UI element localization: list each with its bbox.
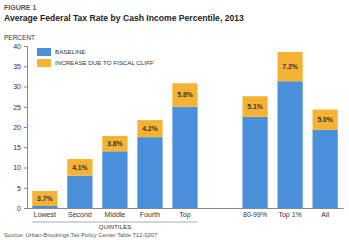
y-tick-mark bbox=[24, 147, 27, 148]
x-tick: All bbox=[321, 208, 329, 218]
legend-label: INCREASE DUE TO FISCAL CLIFF bbox=[55, 59, 154, 66]
x-tick: Top 1% bbox=[278, 208, 301, 219]
y-tick-mark bbox=[24, 46, 27, 47]
bar-segment bbox=[32, 191, 57, 206]
x-tick-label: Lowest bbox=[34, 211, 56, 218]
x-tick: Top bbox=[179, 208, 190, 219]
x-tick: Second bbox=[68, 208, 92, 218]
bar-segment bbox=[242, 96, 267, 117]
y-tick: 20 bbox=[13, 124, 27, 131]
y-tick-label: 15 bbox=[13, 144, 21, 151]
x-tick: 80-99% bbox=[243, 208, 267, 218]
legend-label: BASELINE bbox=[55, 48, 85, 55]
y-tick-mark bbox=[24, 168, 27, 169]
y-tick: 15 bbox=[13, 144, 27, 151]
data-label: 5.0% bbox=[317, 116, 333, 123]
legend-swatch bbox=[37, 59, 51, 67]
annotations: QUINTILES Source: Urban-Brookings Tax Pol… bbox=[4, 222, 198, 238]
y-tick: 35 bbox=[13, 63, 27, 70]
bar-segment bbox=[172, 83, 197, 106]
y-tick: 25 bbox=[13, 103, 27, 110]
bar-segment bbox=[102, 136, 127, 151]
bar-segment bbox=[277, 52, 302, 81]
bar-segment bbox=[277, 81, 302, 208]
legend-item: BASELINE bbox=[37, 48, 85, 56]
bar-segment bbox=[137, 120, 162, 137]
x-tick: Fourth bbox=[140, 208, 160, 218]
y-tick-label: 5 bbox=[17, 184, 21, 191]
y-tick-mark bbox=[24, 87, 27, 88]
y-tick: 30 bbox=[13, 83, 27, 90]
x-axis-line bbox=[28, 208, 344, 209]
x-tick-label: Middle bbox=[105, 211, 126, 218]
chart: FIGURE 1 Average Federal Tax Rate by Cash… bbox=[0, 0, 349, 240]
y-tick-label: 40 bbox=[13, 43, 21, 50]
data-label: 4.1% bbox=[72, 164, 88, 171]
y-tick-mark bbox=[24, 66, 27, 67]
bar-segment bbox=[32, 206, 57, 208]
data-label: 3.7% bbox=[37, 195, 53, 202]
y-tick: 10 bbox=[13, 164, 27, 171]
bar-segment bbox=[313, 130, 338, 208]
bars bbox=[32, 52, 337, 208]
y-tick: 5 bbox=[17, 184, 27, 191]
data-label: 5.8% bbox=[177, 91, 193, 98]
y-tick-mark bbox=[24, 107, 27, 108]
data-label: 7.2% bbox=[282, 63, 298, 70]
bar-segment bbox=[242, 117, 267, 208]
legend-item: INCREASE DUE TO FISCAL CLIFF bbox=[37, 59, 154, 67]
y-tick-label: 30 bbox=[13, 83, 21, 90]
y-tick-mark bbox=[24, 188, 27, 189]
x-tick-label: Top bbox=[179, 211, 190, 219]
x-tick-label: Fourth bbox=[140, 211, 160, 218]
source: Source: Urban-Brookings Tax Policy Cente… bbox=[4, 232, 157, 238]
bar-segment bbox=[67, 176, 92, 208]
y-tick-mark bbox=[24, 127, 27, 128]
y-axis-title: PERCENT bbox=[4, 34, 35, 41]
y-tick-label: 20 bbox=[13, 124, 21, 131]
x-tick-label: All bbox=[321, 211, 329, 218]
y-axis-line bbox=[24, 47, 28, 209]
legend-swatch bbox=[37, 48, 51, 56]
x-tick: Lowest bbox=[34, 208, 56, 218]
x-axis: Lowest Second Middle Fourth Top 80-99% Top 1% A… bbox=[28, 208, 344, 219]
x-tick-label: 80-99% bbox=[243, 211, 267, 218]
bar-segment bbox=[102, 151, 127, 208]
figure-label: FIGURE 1 bbox=[4, 4, 36, 11]
y-axis: 0 5 10 15 20 25 30 35 40 bbox=[13, 43, 27, 212]
y-tick-mark bbox=[24, 208, 27, 209]
data-label: 5.1% bbox=[247, 103, 263, 110]
bar-segment bbox=[67, 159, 92, 176]
x-tick-label: Top 1% bbox=[278, 211, 301, 219]
y-tick-label: 25 bbox=[13, 103, 21, 110]
data-labels: 3.7% 4.1% 3.8% 4.2% 5.8% 5.1% 7.2% 5.0% bbox=[37, 63, 333, 202]
x-tick-label: Second bbox=[68, 211, 92, 218]
x-tick: Middle bbox=[105, 208, 126, 218]
y-tick: 40 bbox=[13, 43, 27, 50]
bar-segment bbox=[172, 107, 197, 208]
bar-segment bbox=[137, 137, 162, 208]
y-tick-label: 10 bbox=[13, 164, 21, 171]
y-tick: 0 bbox=[17, 205, 27, 212]
group-label: QUINTILES bbox=[99, 223, 132, 230]
legend: BASELINE INCREASE DUE TO FISCAL CLIFF bbox=[37, 48, 154, 67]
title: Average Federal Tax Rate by Cash Income … bbox=[4, 13, 244, 23]
y-tick-label: 0 bbox=[17, 205, 21, 212]
data-label: 4.2% bbox=[142, 125, 158, 132]
data-label: 3.8% bbox=[107, 140, 123, 147]
y-tick-label: 35 bbox=[13, 63, 21, 70]
bar-segment bbox=[313, 110, 338, 130]
